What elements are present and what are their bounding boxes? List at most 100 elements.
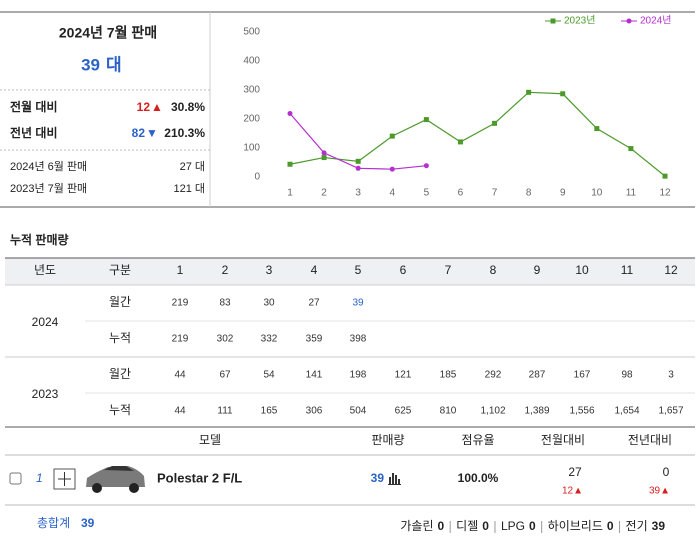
fuel-value: 0 bbox=[529, 519, 536, 533]
cumulative-title: 누적 판매량 bbox=[10, 232, 69, 247]
y-tick-label: 400 bbox=[243, 56, 260, 67]
value-cell: 398 bbox=[350, 334, 367, 345]
point bbox=[355, 165, 361, 171]
mom-label: 전월 대비 bbox=[10, 99, 58, 114]
value-cell: 185 bbox=[440, 370, 457, 381]
y-tick-label: 300 bbox=[243, 85, 260, 96]
y-tick-label: 200 bbox=[243, 114, 260, 125]
x-tick-label: 7 bbox=[492, 188, 498, 199]
x-tick-label: 5 bbox=[424, 188, 430, 199]
point bbox=[526, 89, 532, 95]
yoy-arrow: ▼ bbox=[146, 126, 158, 140]
sales: 39 bbox=[371, 471, 385, 485]
point bbox=[321, 155, 327, 161]
table-header: 11 bbox=[621, 263, 634, 277]
value-cell: 27 bbox=[308, 298, 320, 309]
table-header: 10 bbox=[575, 263, 589, 277]
x-tick-label: 3 bbox=[355, 188, 361, 199]
value-cell: 1,556 bbox=[569, 406, 594, 417]
value-cell: 141 bbox=[306, 370, 323, 381]
prev-year-label: 2023년 7월 판매 bbox=[10, 182, 87, 195]
value-cell: 165 bbox=[261, 406, 278, 417]
value-cell: 332 bbox=[261, 334, 278, 345]
value-cell: 198 bbox=[350, 370, 367, 381]
model-name: Polestar 2 F/L bbox=[157, 470, 242, 485]
x-tick-label: 4 bbox=[389, 188, 395, 199]
value-cell: 810 bbox=[440, 406, 457, 417]
value-cell: 219 bbox=[172, 334, 189, 345]
prev-month-value: 27 대 bbox=[180, 160, 205, 173]
yoy-diff: 82 bbox=[132, 126, 146, 140]
value-cell: 219 bbox=[172, 298, 189, 309]
table-header: 12 bbox=[664, 263, 678, 277]
share: 100.0% bbox=[458, 471, 499, 485]
x-tick-label: 2 bbox=[321, 188, 327, 199]
point bbox=[389, 166, 395, 172]
x-tick-label: 8 bbox=[526, 188, 532, 199]
point bbox=[423, 163, 429, 169]
point bbox=[457, 139, 463, 145]
value-cell: 1,389 bbox=[524, 406, 549, 417]
value-cell: 1,102 bbox=[480, 406, 505, 417]
yoy-rate: 210.3% bbox=[164, 126, 205, 140]
value-cell: 306 bbox=[306, 406, 323, 417]
x-tick-label: 10 bbox=[591, 188, 603, 199]
table-header: 구분 bbox=[109, 263, 131, 277]
kind-cell: 누적 bbox=[109, 403, 131, 417]
value-cell: 1,654 bbox=[614, 406, 639, 417]
point bbox=[355, 158, 361, 164]
table-header: 1 bbox=[177, 263, 184, 277]
point bbox=[628, 146, 634, 152]
value-cell: 111 bbox=[217, 406, 233, 417]
point bbox=[287, 110, 293, 116]
value-cell: 287 bbox=[529, 370, 546, 381]
value-cell: 44 bbox=[174, 406, 186, 417]
legend-label: 2024년 bbox=[640, 15, 671, 27]
value-cell: 67 bbox=[219, 370, 231, 381]
value-cell: 504 bbox=[350, 406, 367, 417]
y-tick-label: 100 bbox=[243, 143, 260, 154]
point bbox=[423, 117, 429, 123]
total-value: 39 bbox=[81, 516, 95, 530]
point bbox=[594, 126, 600, 132]
car-image bbox=[86, 466, 145, 493]
x-tick-label: 12 bbox=[659, 188, 671, 199]
x-tick-label: 9 bbox=[560, 188, 566, 199]
summary-count: 39 bbox=[81, 55, 100, 74]
table-header: 3 bbox=[266, 263, 273, 277]
total-label: 총합계 bbox=[37, 516, 70, 530]
point bbox=[389, 133, 395, 139]
value-cell: 625 bbox=[395, 406, 412, 417]
checkbox[interactable] bbox=[9, 472, 22, 485]
yoy-label: 전년 대비 bbox=[10, 125, 58, 140]
kind-cell: 월간 bbox=[109, 367, 131, 381]
chart-icon[interactable] bbox=[388, 473, 401, 485]
fuel-name: 전기 bbox=[626, 519, 648, 533]
mom-diff: 12▲ bbox=[562, 486, 583, 497]
legend-marker bbox=[550, 18, 556, 24]
x-tick-label: 6 bbox=[458, 188, 464, 199]
value-cell: 30 bbox=[263, 298, 275, 309]
y-tick-label: 500 bbox=[243, 27, 260, 38]
value-cell: 54 bbox=[263, 370, 275, 381]
x-tick-label: 1 bbox=[287, 188, 293, 199]
point bbox=[560, 91, 566, 97]
point bbox=[321, 150, 327, 156]
model-header: 모델 bbox=[199, 433, 221, 447]
table-header: 년도 bbox=[34, 263, 56, 277]
fuel-name: 가솔린 bbox=[400, 519, 433, 533]
yoy-diff: 39▲ bbox=[649, 486, 670, 497]
legend-label: 2023년 bbox=[564, 15, 595, 27]
value-cell: 44 bbox=[174, 370, 186, 381]
mom-diff: 12 bbox=[137, 100, 151, 114]
value-cell: 1,657 bbox=[658, 406, 683, 417]
year-cell: 2024 bbox=[32, 315, 59, 329]
fuel-name: 하이브리드 bbox=[548, 519, 603, 533]
table-header: 9 bbox=[534, 263, 541, 277]
summary-title: 2024년 7월 판매 bbox=[59, 25, 157, 41]
prev-year-value: 121 대 bbox=[173, 182, 205, 195]
yoy: 0 bbox=[663, 465, 670, 479]
value-cell: 39 bbox=[352, 298, 364, 309]
rank: 1 bbox=[36, 471, 43, 485]
